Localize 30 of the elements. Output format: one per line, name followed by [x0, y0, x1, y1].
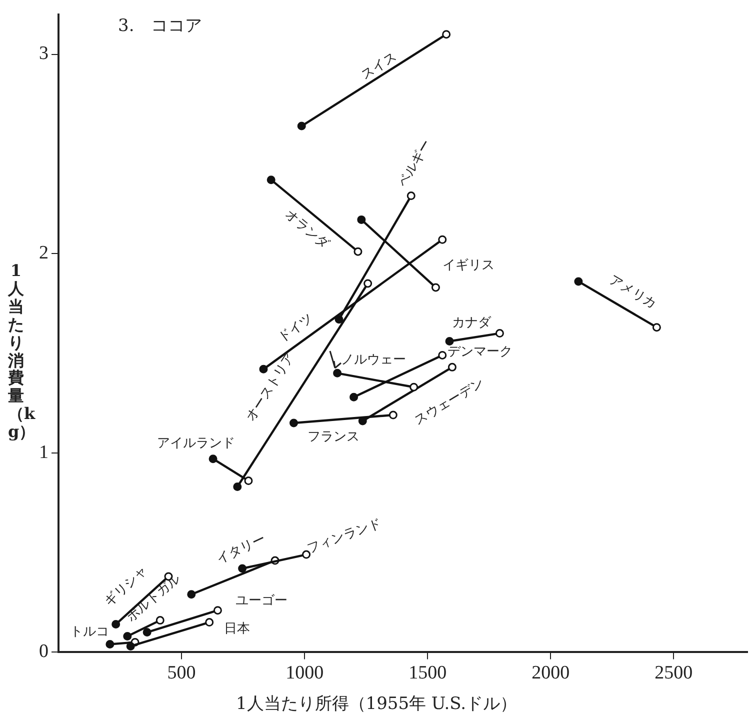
- chart-title: 3. ココア: [118, 15, 202, 37]
- series-label: イギリス: [442, 258, 495, 273]
- series-label: ノルウェー: [341, 352, 406, 368]
- x-tick-label: 1500: [408, 662, 447, 684]
- series-label: カナダ: [452, 316, 492, 331]
- x-tick-label: 2500: [654, 662, 693, 684]
- series-label: デンマーク: [448, 344, 513, 360]
- x-axis-title: 1人当たり所得（1955年 U.S.ドル）: [234, 693, 518, 715]
- y-tick-label: 0: [39, 641, 48, 662]
- text: オーストリア: [243, 350, 298, 424]
- text: オランダ: [282, 207, 332, 253]
- text: スイス: [358, 49, 400, 83]
- series-label: アイルランド: [156, 436, 235, 452]
- series-label: ユーゴー: [235, 594, 288, 609]
- x-tick-label: 2000: [532, 662, 570, 684]
- text: ベルギー: [395, 137, 435, 190]
- x-tick-label: 1000: [286, 662, 324, 684]
- text: イタリー: [214, 532, 268, 568]
- series-label: 日本: [224, 622, 250, 637]
- series-label: フランス: [307, 429, 360, 444]
- text: スウェーデン: [412, 375, 487, 428]
- y-tick-label: 1: [39, 442, 48, 463]
- text: 1人当たり消費量（kg）: [8, 261, 36, 442]
- text: ドイツ: [276, 310, 316, 346]
- text: フィンランド: [305, 516, 384, 557]
- text: アメリカ: [606, 272, 659, 312]
- x-tick-label: 500: [167, 662, 196, 684]
- y-tick-label: 3: [39, 43, 48, 64]
- y-tick-label: 2: [39, 242, 48, 264]
- series-label: トルコ: [70, 624, 109, 640]
